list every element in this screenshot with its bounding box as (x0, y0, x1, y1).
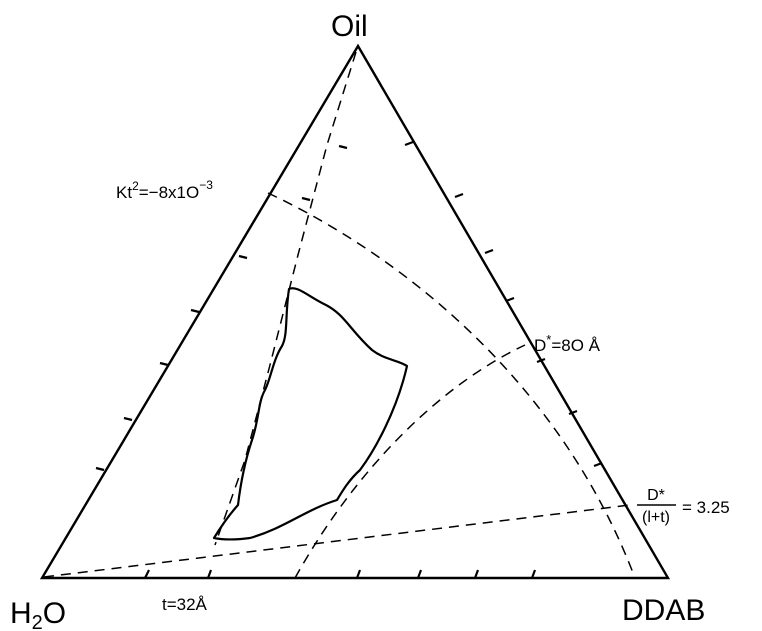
bottom-tick (416, 569, 423, 579)
kt2-sup: 2 (132, 179, 139, 193)
dstar-80-curve (294, 344, 526, 579)
bottom-tick (206, 569, 213, 579)
kt2-eq: =−8x1O (139, 183, 200, 202)
left-side-ticks (95, 144, 348, 472)
right-tick (505, 296, 515, 303)
left-tick (95, 466, 105, 472)
bottom-tick (355, 569, 362, 579)
svg-text:H2O: H2O (10, 597, 66, 631)
h2o-sub: 2 (32, 612, 43, 631)
vertex-ddab-label: DDAB (622, 594, 705, 627)
left-tick (238, 254, 248, 260)
bottom-tick (144, 569, 150, 579)
left-tick (123, 416, 133, 422)
svg-text:Kt2=−8x1O−3: Kt2=−8x1O−3 (116, 178, 213, 202)
t-32-line (214, 51, 357, 546)
bottom-tick (530, 569, 537, 579)
phase-region-boundary (212, 287, 409, 541)
kt2-annotation: Kt2=−8x1O−3 (116, 178, 213, 202)
svg-text:D*=8O Å: D*=8O Å (534, 332, 601, 355)
dstar-80-eq: =8O Å (551, 336, 600, 355)
bottom-tick (473, 569, 480, 579)
h2o-h: H (10, 597, 32, 630)
right-tick (536, 357, 546, 364)
ternary-triangle (39, 43, 671, 580)
kt2-curve (267, 192, 636, 579)
kt2-main: Kt (116, 183, 132, 202)
right-side-ticks (404, 140, 603, 468)
t-32-label: t=32Å (162, 595, 208, 614)
right-tick (404, 140, 414, 147)
dstar-80-main: D (534, 336, 546, 355)
right-tick (568, 409, 578, 416)
right-tick (484, 248, 494, 255)
dstar-80-star: * (546, 332, 551, 347)
ratio-equals: = 3.25 (682, 498, 730, 517)
left-tick (338, 144, 348, 150)
right-tick (454, 192, 464, 199)
right-tick (593, 461, 603, 468)
left-tick (301, 196, 311, 202)
dstar-80-annotation: D*=8O Å (534, 332, 601, 355)
dstar-ratio-line (43, 504, 631, 578)
bottom-side-ticks (144, 569, 537, 579)
kt2-exp: −3 (199, 178, 213, 192)
dstar-ratio-annotation: D* (l+t) = 3.25 (637, 487, 730, 526)
h2o-o: O (43, 597, 66, 630)
vertex-h2o-label: H2O (10, 597, 66, 631)
vertex-oil-label: Oil (331, 10, 368, 43)
left-tick (159, 361, 169, 367)
left-tick (190, 308, 200, 314)
ratio-denominator: (l+t) (642, 509, 670, 526)
ratio-numerator: D* (647, 487, 665, 504)
